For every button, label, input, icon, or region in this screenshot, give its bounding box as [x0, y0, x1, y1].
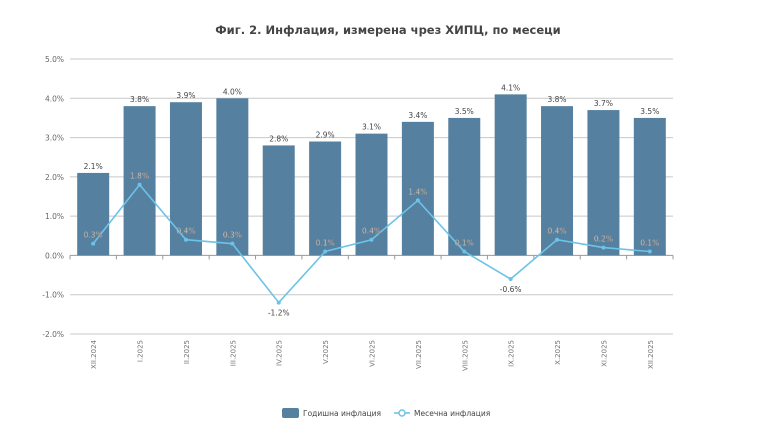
x-tick-label: VIII.2025	[461, 340, 469, 371]
bar-data-label: 3.8%	[548, 95, 567, 104]
bar-annual	[448, 117, 481, 256]
bar-annual	[309, 141, 342, 256]
line-point	[508, 277, 513, 281]
x-tick-label: IX.2025	[508, 340, 516, 367]
legend: Годишна инфлация Месечна инфлация	[282, 408, 490, 418]
bar-data-label: 4.1%	[501, 83, 520, 92]
line-data-label: 0.3%	[84, 231, 103, 240]
bar-data-label: 3.7%	[594, 99, 613, 108]
y-tick-label: 5.0%	[45, 55, 64, 64]
y-tick-label: 2.0%	[45, 173, 64, 182]
bar-data-label: 4.0%	[223, 87, 242, 96]
x-tick-label: I.2025	[137, 340, 145, 362]
line-point	[555, 237, 560, 242]
legend-label-monthly: Месечна инфлация	[414, 409, 490, 418]
y-tick-label: -2.0%	[42, 330, 64, 339]
y-tick-label: 4.0%	[45, 94, 64, 103]
bar-annual	[633, 117, 666, 256]
x-tick-label: XII.2024	[90, 339, 98, 369]
line-point	[276, 300, 281, 305]
line-point	[601, 245, 606, 250]
x-tick-label: XII.2025	[647, 340, 655, 369]
bar-data-label: 3.1%	[362, 123, 381, 132]
bar-annual	[401, 121, 434, 256]
line-point	[137, 182, 142, 187]
line-data-label: 0.2%	[594, 235, 613, 244]
line-data-label: 0.4%	[548, 227, 567, 236]
line-data-label: -1.2%	[268, 309, 290, 318]
legend-bar-swatch	[282, 408, 299, 418]
bar-data-label: 2.9%	[316, 131, 335, 140]
bar-data-label: 3.4%	[408, 111, 427, 120]
x-tick-label: XI.2025	[600, 340, 608, 367]
line-point	[369, 237, 374, 242]
bar-data-label: 2.8%	[269, 134, 288, 143]
line-point	[462, 249, 467, 254]
line-data-label: 1.8%	[130, 172, 149, 181]
bar-data-label: 2.1%	[84, 162, 103, 171]
line-data-label: 0.1%	[316, 239, 335, 248]
line-point	[323, 249, 328, 254]
bar-data-label: 3.8%	[130, 95, 149, 104]
x-tick-label: V.2025	[322, 340, 330, 364]
bar-annual	[123, 106, 156, 256]
bar-annual	[169, 102, 202, 256]
y-tick-label: -1.0%	[42, 291, 64, 300]
line-data-label: 1.4%	[408, 187, 427, 196]
line-point	[415, 198, 420, 203]
line-data-label: 0.4%	[176, 227, 195, 236]
x-tick-label: IV.2025	[276, 340, 284, 366]
bar-data-label: 3.5%	[455, 107, 474, 116]
chart-title: Фиг. 2. Инфлация, измерена чрез ХИПЦ, по…	[215, 23, 560, 37]
x-tick-label: III.2025	[229, 340, 237, 366]
line-point	[230, 241, 235, 246]
line-point	[647, 249, 652, 254]
bar-annual	[216, 98, 249, 256]
x-tick-label: VI.2025	[369, 340, 377, 367]
y-tick-label: 1.0%	[45, 212, 64, 221]
y-tick-label: 0.0%	[45, 251, 64, 260]
line-point	[91, 241, 96, 246]
bar-annual	[541, 106, 574, 256]
bar-data-label: 3.5%	[640, 107, 659, 116]
x-tick-label: X.2025	[554, 340, 562, 365]
y-tick-label: 3.0%	[45, 134, 64, 143]
bar-annual	[587, 110, 620, 256]
legend-marker	[398, 409, 406, 417]
x-tick-label: II.2025	[183, 340, 191, 364]
bar-data-label: 3.9%	[176, 91, 195, 100]
line-point	[183, 237, 188, 242]
line-data-label: -0.6%	[500, 285, 522, 294]
bar-annual	[494, 94, 527, 256]
legend-label-annual: Годишна инфлация	[303, 409, 381, 418]
line-data-label: 0.4%	[362, 227, 381, 236]
line-data-label: 0.3%	[223, 231, 242, 240]
line-data-label: 0.1%	[455, 239, 474, 248]
bar-annual	[355, 133, 388, 256]
line-data-label: 0.1%	[640, 239, 659, 248]
bar-annual	[262, 145, 295, 256]
x-tick-label: VII.2025	[415, 340, 423, 369]
